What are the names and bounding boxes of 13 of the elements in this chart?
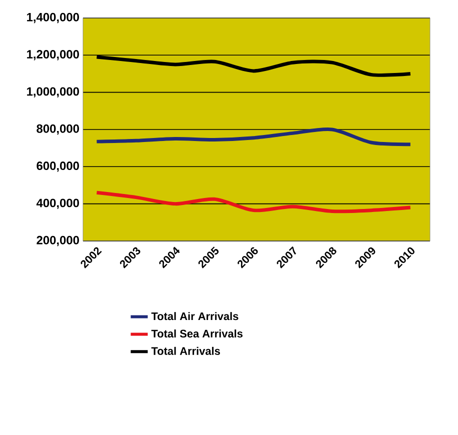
- legend-label: Total Arrivals: [151, 346, 220, 355]
- y-tick-label: 600,000: [36, 162, 79, 172]
- y-tick-label: 1,200,000: [27, 50, 79, 60]
- y-tick-label: 1,000,000: [27, 87, 79, 98]
- y-tick-label: 400,000: [36, 198, 79, 209]
- line-series: [94, 127, 412, 146]
- y-tick-label: 800,000: [36, 124, 79, 135]
- legend-label: Total Air Arrivals: [151, 312, 238, 320]
- legend-label: Total Sea Arrivals: [151, 329, 243, 338]
- y-tick-label: 1,400,000: [27, 12, 79, 24]
- line-series: [94, 190, 412, 214]
- y-tick-label: 200,000: [36, 236, 79, 246]
- line-series: [94, 55, 412, 77]
